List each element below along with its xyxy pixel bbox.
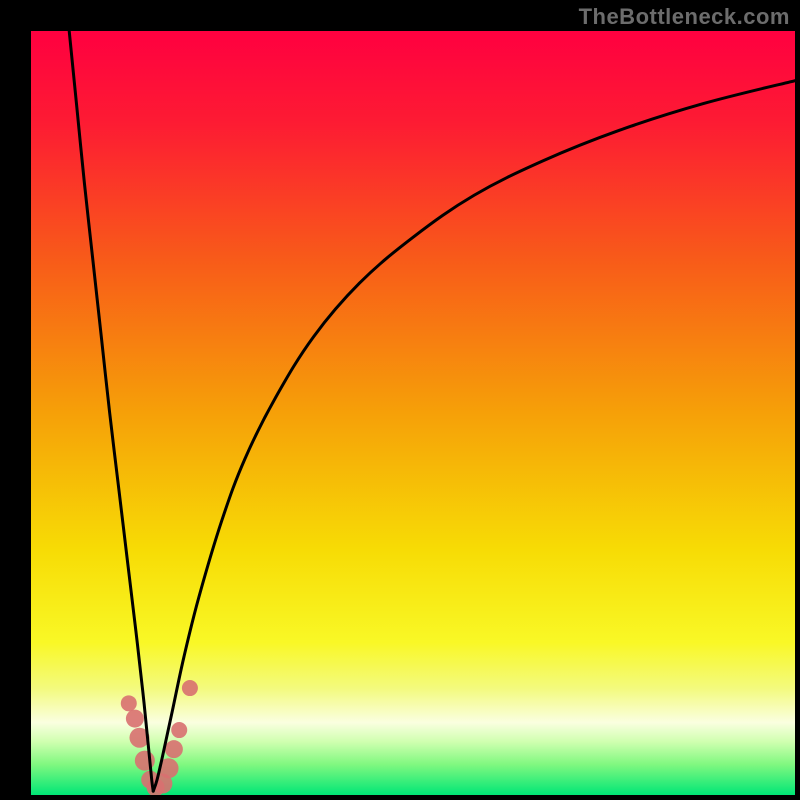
data-marker (165, 740, 183, 758)
watermark-text: TheBottleneck.com (579, 4, 790, 30)
data-marker (182, 680, 198, 696)
data-marker (121, 695, 137, 711)
gradient-background (31, 31, 795, 795)
data-marker (126, 710, 144, 728)
chart-plot-area (31, 31, 795, 795)
data-marker (171, 722, 187, 738)
bottleneck-chart (31, 31, 795, 795)
